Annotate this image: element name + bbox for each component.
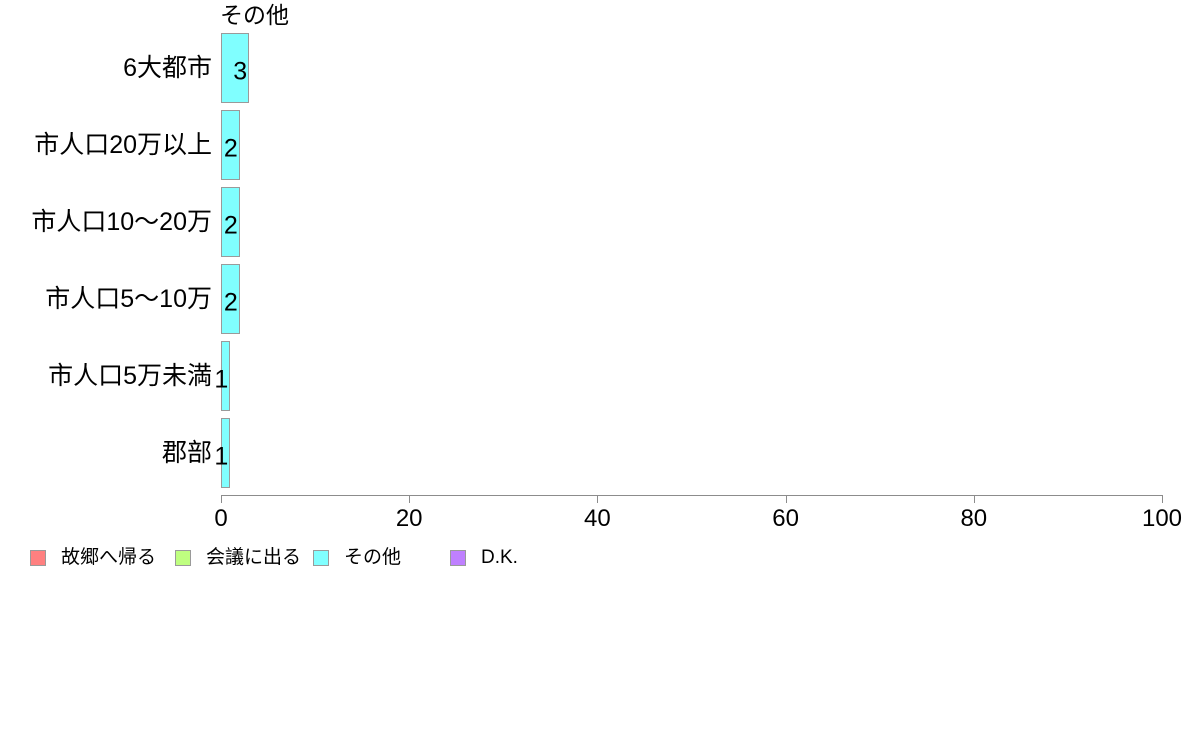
legend-swatch-icon bbox=[175, 550, 191, 566]
legend-swatch-icon bbox=[30, 550, 46, 566]
category-label: 郡部 bbox=[161, 439, 212, 467]
legend-item[interactable]: 会議に出る bbox=[175, 546, 301, 570]
x-axis-tick bbox=[973, 495, 975, 503]
chart-title: その他 bbox=[220, 2, 289, 28]
bar-value-label: 3 bbox=[233, 57, 248, 85]
legend-item[interactable]: 故郷へ帰る bbox=[30, 546, 156, 570]
category-label: 6大都市 bbox=[123, 54, 212, 82]
bar bbox=[221, 264, 240, 334]
bar-row: 2 bbox=[221, 264, 1162, 341]
legend-item[interactable]: D.K. bbox=[450, 546, 518, 570]
x-axis-line bbox=[221, 495, 1162, 496]
bar-value-label: 2 bbox=[223, 211, 238, 239]
legend-label: D.K. bbox=[481, 547, 518, 568]
x-axis-tick-label: 20 bbox=[395, 505, 423, 532]
legend-label: 故郷へ帰る bbox=[61, 547, 157, 568]
legend-swatch-icon bbox=[313, 550, 329, 566]
category-label: 市人口5〜10万 bbox=[45, 285, 212, 313]
bar-value-label: 2 bbox=[223, 288, 238, 316]
bar bbox=[221, 187, 240, 257]
x-axis-tick bbox=[409, 495, 411, 503]
x-axis-tick-label: 60 bbox=[772, 505, 799, 532]
legend-label: 会議に出る bbox=[206, 547, 302, 568]
x-axis-tick-label: 80 bbox=[960, 505, 988, 532]
legend-swatch-icon bbox=[450, 550, 466, 566]
category-label: 市人口5万未満 bbox=[48, 362, 212, 390]
category-label: 市人口20万以上 bbox=[34, 131, 212, 159]
bar-row: 1 bbox=[214, 341, 1162, 418]
bar bbox=[221, 418, 231, 488]
bar-value-label: 1 bbox=[214, 365, 229, 393]
bar-row: 3 bbox=[221, 33, 1162, 110]
bar-row: 2 bbox=[221, 187, 1162, 264]
x-axis-tick bbox=[785, 495, 787, 503]
x-axis-tick bbox=[1162, 495, 1163, 503]
x-axis-tick-label: 100 bbox=[1141, 505, 1183, 532]
x-axis-tick bbox=[221, 495, 222, 503]
bar-value-label: 2 bbox=[223, 134, 238, 162]
bar bbox=[221, 341, 231, 411]
category-label: 市人口10〜20万 bbox=[31, 208, 212, 236]
x-axis-tick bbox=[597, 495, 599, 503]
legend-item[interactable]: その他 bbox=[313, 546, 401, 570]
bar bbox=[221, 33, 250, 103]
legend-label: その他 bbox=[344, 547, 402, 568]
plot-area: 3 2 2 2 1 1 bbox=[214, 33, 1162, 495]
x-axis-tick-label: 40 bbox=[584, 505, 611, 532]
x-axis-tick-label: 0 bbox=[214, 505, 228, 532]
bar bbox=[221, 110, 240, 180]
bar-value-label: 1 bbox=[214, 442, 229, 470]
bar-row: 1 bbox=[214, 418, 1162, 495]
bar-row: 2 bbox=[221, 110, 1162, 187]
